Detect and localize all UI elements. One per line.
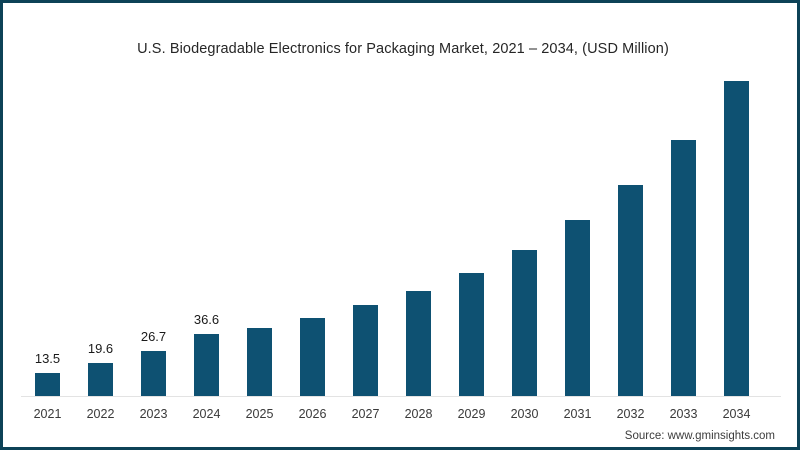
x-tick-label-2022: 2022 bbox=[86, 407, 115, 421]
bar-2025[interactable] bbox=[247, 328, 272, 396]
chart-title: U.S. Biodegradable Electronics for Packa… bbox=[137, 41, 669, 57]
x-tick-label-2028: 2028 bbox=[404, 407, 433, 421]
bar-value-label-2023: 26.7 bbox=[140, 329, 167, 344]
x-tick-label-2033: 2033 bbox=[669, 407, 698, 421]
x-axis-line bbox=[21, 396, 781, 397]
bar-2029[interactable] bbox=[459, 273, 484, 396]
bar-2021[interactable] bbox=[35, 373, 60, 396]
bar-2032[interactable] bbox=[618, 185, 643, 396]
bar-2033[interactable] bbox=[671, 140, 696, 396]
bar-2023[interactable] bbox=[141, 351, 166, 396]
x-tick-label-2031: 2031 bbox=[563, 407, 592, 421]
bar-value-label-2021: 13.5 bbox=[34, 351, 61, 366]
x-tick-label-2023: 2023 bbox=[139, 407, 168, 421]
x-tick-label-2024: 2024 bbox=[192, 407, 221, 421]
x-tick-label-2026: 2026 bbox=[298, 407, 327, 421]
bar-2024[interactable] bbox=[194, 334, 219, 396]
bar-2022[interactable] bbox=[88, 363, 113, 396]
x-tick-label-2032: 2032 bbox=[616, 407, 645, 421]
bar-2030[interactable] bbox=[512, 250, 537, 396]
bar-2031[interactable] bbox=[565, 220, 590, 396]
bar-2026[interactable] bbox=[300, 318, 325, 396]
bar-2034[interactable] bbox=[724, 81, 749, 396]
bar-2028[interactable] bbox=[406, 291, 431, 396]
x-tick-label-2029: 2029 bbox=[457, 407, 486, 421]
x-tick-label-2027: 2027 bbox=[351, 407, 380, 421]
x-tick-label-2025: 2025 bbox=[245, 407, 274, 421]
x-tick-label-2021: 2021 bbox=[33, 407, 62, 421]
x-tick-label-2034: 2034 bbox=[722, 407, 751, 421]
plot-area: 13.5 2021 19.6 2022 26.7 2023 36.6 2024 2025 2026… bbox=[3, 3, 797, 447]
x-tick-label-2030: 2030 bbox=[510, 407, 539, 421]
bar-value-label-2024: 36.6 bbox=[193, 312, 220, 327]
bar-2027[interactable] bbox=[353, 305, 378, 396]
bar-value-label-2022: 19.6 bbox=[87, 341, 114, 356]
source-note: Source: www.gminsights.com bbox=[624, 430, 775, 442]
